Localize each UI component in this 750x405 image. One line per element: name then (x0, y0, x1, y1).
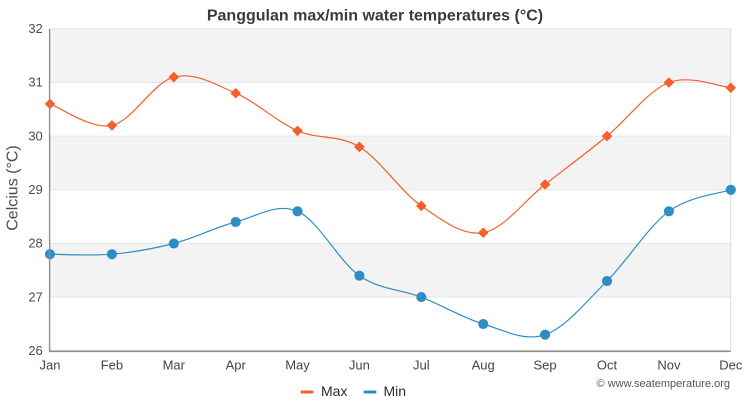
svg-text:27: 27 (28, 289, 42, 304)
svg-text:Jun: Jun (349, 358, 370, 373)
svg-text:Sep: Sep (534, 358, 557, 373)
svg-text:30: 30 (28, 128, 42, 143)
svg-text:© www.seatemperature.org: © www.seatemperature.org (597, 378, 730, 390)
svg-text:31: 31 (28, 75, 42, 90)
svg-text:26: 26 (28, 343, 42, 358)
svg-text:32: 32 (28, 21, 42, 36)
svg-text:Mar: Mar (163, 358, 186, 373)
svg-text:Nov: Nov (657, 358, 681, 373)
svg-text:Aug: Aug (472, 358, 495, 373)
svg-text:Celcius (°C): Celcius (°C) (5, 145, 22, 231)
svg-text:Jul: Jul (413, 358, 430, 373)
svg-text:Jan: Jan (40, 358, 61, 373)
svg-text:Min: Min (384, 383, 407, 399)
svg-text:Dec: Dec (719, 358, 743, 373)
svg-text:Feb: Feb (101, 358, 123, 373)
svg-text:Oct: Oct (597, 358, 618, 373)
svg-text:Panggulan max/min water temper: Panggulan max/min water temperatures (°C… (207, 8, 543, 25)
svg-text:May: May (285, 358, 310, 373)
svg-text:28: 28 (28, 236, 42, 251)
svg-text:Max: Max (321, 383, 347, 399)
svg-text:29: 29 (28, 182, 42, 197)
svg-text:Apr: Apr (226, 358, 247, 373)
